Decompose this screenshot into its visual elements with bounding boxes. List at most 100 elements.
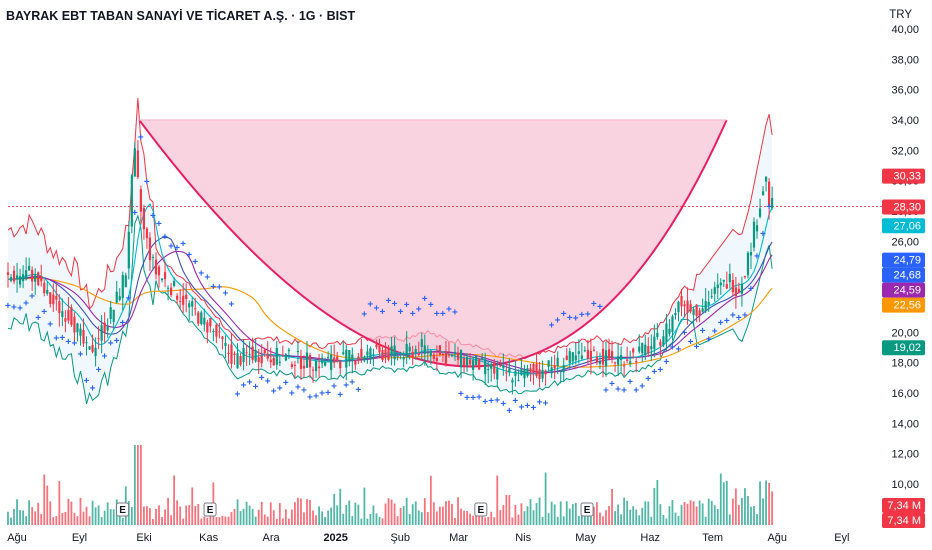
price-badge (882, 168, 925, 184)
sar-dot: + (295, 383, 301, 394)
volume-bar (366, 518, 369, 525)
sar-dot: + (319, 389, 325, 400)
price-badge (882, 297, 925, 313)
volume-bar (242, 508, 245, 525)
candle-body (179, 300, 182, 302)
volume-bar (306, 499, 308, 525)
candle-body (607, 349, 611, 359)
candle-body (136, 150, 139, 178)
volume-bar (176, 500, 179, 525)
sar-dot: + (247, 378, 253, 389)
price-badge-text: 24,59 (893, 285, 921, 297)
candle-body (339, 360, 342, 369)
volume-bar (505, 495, 508, 525)
candle-body (148, 237, 152, 261)
volume-bar (502, 505, 505, 525)
candle-body (589, 350, 593, 362)
candle-body (444, 350, 448, 366)
volume-badge (882, 513, 925, 528)
candle-body (25, 270, 28, 280)
candle-body (635, 361, 638, 363)
candle-body (481, 357, 484, 360)
volume-bar (10, 517, 12, 525)
candle-body (372, 354, 375, 356)
volume-bar (538, 497, 541, 525)
candle-body (73, 316, 76, 333)
volume-badge-text: 7,34 M (887, 500, 921, 512)
candle-body (517, 380, 520, 382)
candle-body (381, 350, 384, 360)
sar-dot: + (555, 315, 561, 326)
earnings-marker-label: E (584, 505, 591, 516)
sar-dot: + (235, 390, 241, 401)
candle-body (145, 228, 149, 239)
sar-dot: + (627, 377, 633, 388)
volume-bar (372, 505, 375, 525)
volume-bar (85, 506, 88, 525)
volume-bar (451, 503, 453, 525)
price-badge (882, 252, 925, 268)
candle-body (236, 353, 239, 369)
volume-bar (278, 503, 281, 525)
volume-bar (155, 508, 157, 525)
sar-dot: + (633, 385, 639, 396)
candle-body (496, 368, 499, 380)
ma-purple-line (7, 250, 773, 373)
volume-bar (583, 514, 586, 525)
earnings-marker (474, 502, 488, 517)
sar-dot: + (706, 335, 712, 346)
candle-body (284, 354, 287, 361)
volume-bar (499, 510, 502, 525)
sar-dot: + (102, 352, 108, 363)
candle-body (203, 317, 206, 325)
candle-body (502, 365, 505, 369)
volume-bar (490, 511, 493, 525)
sar-dot: + (404, 300, 410, 311)
volume-bar (342, 513, 345, 525)
candle-body (659, 341, 662, 346)
sar-dot: + (651, 367, 657, 378)
volume-bar (263, 514, 266, 525)
volume-bar (339, 488, 342, 525)
candle-body (115, 291, 118, 303)
sar-dot: + (241, 381, 247, 392)
volume-bar (46, 485, 49, 525)
sar-dot: + (482, 397, 488, 408)
sar-dot: + (645, 374, 651, 385)
volume-bar (420, 512, 423, 525)
candle-body (124, 275, 127, 288)
volume-bar (327, 510, 330, 525)
candle-body (465, 357, 469, 366)
candle-body (37, 272, 40, 285)
volume-bar (91, 500, 94, 525)
sar-dot: + (512, 396, 518, 407)
candle-body (768, 181, 771, 207)
volume-bar (599, 512, 601, 525)
candle-body (423, 345, 426, 354)
volume-bar (408, 513, 411, 525)
volume-bar (303, 512, 305, 525)
volume-bar (136, 445, 139, 525)
candle-body (761, 191, 765, 196)
volume-bar (762, 498, 764, 525)
volume-bar (143, 506, 145, 525)
candle-body (360, 348, 363, 358)
volume-bar (297, 497, 299, 525)
volume-bar (695, 506, 698, 525)
sar-dot: + (494, 396, 500, 407)
candle-body (432, 354, 435, 360)
candle-body (620, 355, 623, 361)
candle-body (133, 148, 136, 177)
volume-bar (97, 505, 100, 525)
volume-bar (272, 510, 275, 525)
candle-body (305, 352, 309, 368)
cup-fill (139, 120, 727, 367)
candle-body (52, 294, 55, 305)
currency-label[interactable]: TRY (889, 9, 912, 21)
sar-dot: + (259, 373, 265, 384)
volume-bar (698, 500, 701, 525)
volume-bar (378, 516, 381, 525)
candle-body (6, 272, 10, 276)
volume-bar (284, 509, 287, 525)
